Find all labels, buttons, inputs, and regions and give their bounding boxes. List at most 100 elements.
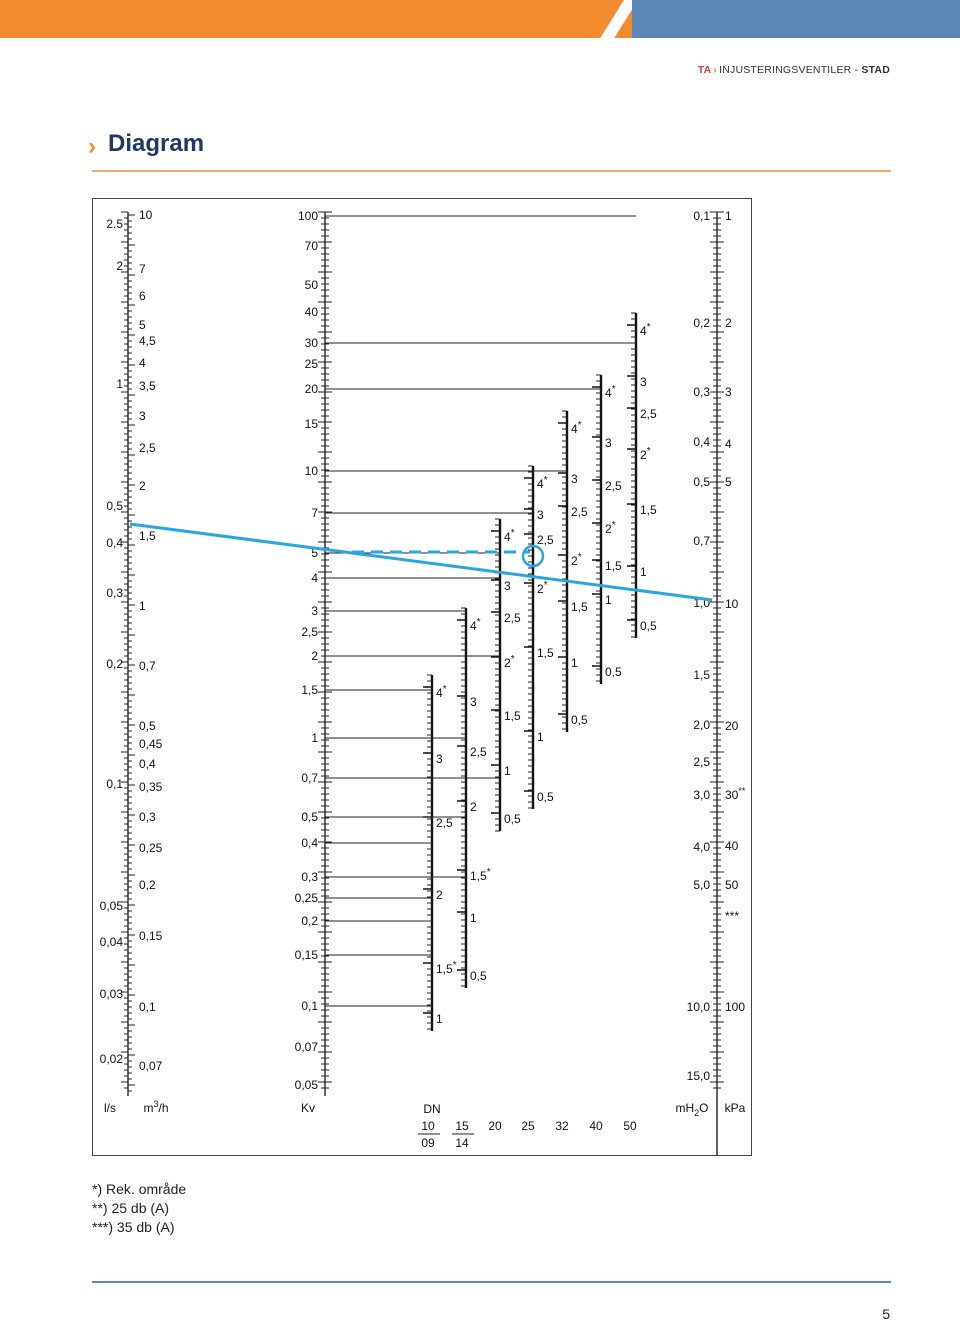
- m3h-tick-label: 5: [139, 318, 146, 332]
- valve-scale-10-label: 2,5: [436, 816, 453, 830]
- kv-tick-label: 0,7: [301, 771, 318, 785]
- m3h-tick-label: 0,5: [139, 719, 156, 733]
- dn-value: 50: [623, 1119, 637, 1133]
- kv-tick-label: 40: [305, 305, 319, 319]
- ls-tick-label: 0,4: [106, 536, 123, 550]
- m3h-tick-label: 1,5: [139, 529, 156, 543]
- valve-scale-15-label: 2,5: [470, 745, 487, 759]
- recommended-star: *: [612, 520, 616, 531]
- ls-tick-label: 1: [116, 377, 123, 391]
- mh2o-tick-label: 4,0: [693, 840, 710, 854]
- kpa-unit: kPa: [725, 1101, 746, 1115]
- valve-scale-20-label: 4*: [504, 528, 515, 544]
- valve-scale-20-label: 3: [504, 579, 511, 593]
- ls-tick-label: 0,02: [100, 1052, 124, 1066]
- valve-scale-32-label: 4*: [571, 420, 582, 436]
- valve-scale-50-label: 4*: [640, 322, 651, 338]
- valve-scale-15-label: 1,5*: [470, 867, 491, 883]
- valve-scale-20-label: 1,5: [504, 709, 521, 723]
- example-reading-line: [129, 522, 713, 602]
- kpa-tick-label: 10: [725, 597, 739, 611]
- m3h-tick-label: 4,5: [139, 334, 156, 348]
- chevron-icon: ›: [713, 64, 718, 76]
- mh2o-tick-label: 2,0: [693, 718, 710, 732]
- kv-tick-label: 10: [305, 464, 319, 478]
- m3h-tick-label: 3,5: [139, 379, 156, 393]
- m3h-tick-label: 0,2: [139, 878, 156, 892]
- m3h-tick-label: 0,3: [139, 810, 156, 824]
- mh2o-tick-label: 3,0: [693, 788, 710, 802]
- m3h-tick-label: 6: [139, 289, 146, 303]
- m3h-tick-label: 1: [139, 599, 146, 613]
- kv-tick-label: 30: [305, 336, 319, 350]
- valve-scale-25-label: 2*: [537, 580, 548, 596]
- mh2o-tick-label: 0,4: [693, 435, 710, 449]
- valve-scale-15-label: 4*: [470, 617, 481, 633]
- m3h-tick-label: 0,45: [139, 737, 163, 751]
- valve-scale-20-label: 0,5: [504, 812, 521, 826]
- dn-alt-value: 09: [421, 1136, 435, 1150]
- m3h-tick-label: 4: [139, 356, 146, 370]
- mh2o-tick-label: 0,3: [693, 385, 710, 399]
- kpa-tick-label: 20: [725, 719, 739, 733]
- recommended-star: *: [647, 446, 651, 457]
- kv-tick-label: 15: [305, 417, 319, 431]
- valve-scale-15-label: 0,5: [470, 969, 487, 983]
- ls-tick-label: 0,04: [100, 935, 124, 949]
- m3h-unit: m3/h: [143, 1099, 168, 1115]
- ls-unit: l/s: [104, 1101, 116, 1115]
- m3h-tick-label: 2,5: [139, 441, 156, 455]
- title-underline: [92, 170, 891, 172]
- valve-scale-40-label: 1,5: [605, 559, 622, 573]
- footnote-2: **) 25 db (A): [92, 1200, 170, 1216]
- dn-value: 10: [421, 1119, 435, 1133]
- valve-scale-50-label: 0,5: [640, 619, 657, 633]
- dn-value: 32: [555, 1119, 569, 1133]
- kpa-tick-label: ***: [725, 909, 739, 923]
- valve-scale-40-label: 1: [605, 593, 612, 607]
- title-chevron-icon: ›: [88, 133, 96, 160]
- kv-tick-label: 7: [311, 506, 318, 520]
- kv-tick-label: 0,4: [301, 836, 318, 850]
- kv-unit: Kv: [301, 1101, 315, 1115]
- valve-scale-50-label: 2*: [640, 446, 651, 462]
- valve-scale-32-label: 1: [571, 656, 578, 670]
- nomogram-frame: [92, 198, 752, 1156]
- mh2o-unit-sub: 2: [694, 1108, 699, 1118]
- kv-tick-label: 4: [311, 571, 318, 585]
- mh2o-unit: mH2O: [675, 1101, 708, 1118]
- mh2o-tick-label: 1,5: [693, 668, 710, 682]
- recommended-star: *: [487, 867, 491, 878]
- valve-scale-32-label: 2,5: [571, 505, 588, 519]
- recommended-star: *: [511, 654, 515, 665]
- valve-scale-10-label: 1: [436, 1012, 443, 1026]
- kv-tick-label: 0,5: [301, 810, 318, 824]
- kv-tick-label: 5: [311, 546, 318, 560]
- valve-scale-20-label: 1: [504, 764, 511, 778]
- header-variant: STAD: [861, 64, 890, 76]
- ls-tick-label: 2: [116, 259, 123, 273]
- page-title: Diagram: [108, 130, 205, 157]
- kv-tick-label: 1,5: [301, 683, 318, 697]
- valve-scale-50-label: 1: [640, 565, 647, 579]
- m3h-unit-sup: 3: [153, 1099, 158, 1109]
- valve-scale-40-label: 2,5: [605, 479, 622, 493]
- header-product: INJUSTERINGSVENTILER: [719, 64, 852, 76]
- dn-value: 25: [521, 1119, 535, 1133]
- valve-scale-40-label: 2*: [605, 520, 616, 536]
- m3h-tick-label: 0,4: [139, 757, 156, 771]
- kpa-tick-label: 2: [725, 316, 732, 330]
- page-number: 5: [882, 1306, 890, 1322]
- kpa-tick-label: 4: [725, 437, 732, 451]
- recommended-star: *: [477, 617, 481, 628]
- dn-label: DN: [423, 1102, 440, 1116]
- ls-tick-label: 0,3: [106, 586, 123, 600]
- recommended-star: *: [578, 552, 582, 563]
- recommended-star: *: [612, 384, 616, 395]
- kv-tick-label: 0,2: [301, 914, 318, 928]
- recommended-star: *: [453, 960, 457, 971]
- m3h-tick-label: 0,07: [139, 1059, 163, 1073]
- kpa-tick-label: 40: [725, 839, 739, 853]
- valve-scale-25-label: 3: [537, 508, 544, 522]
